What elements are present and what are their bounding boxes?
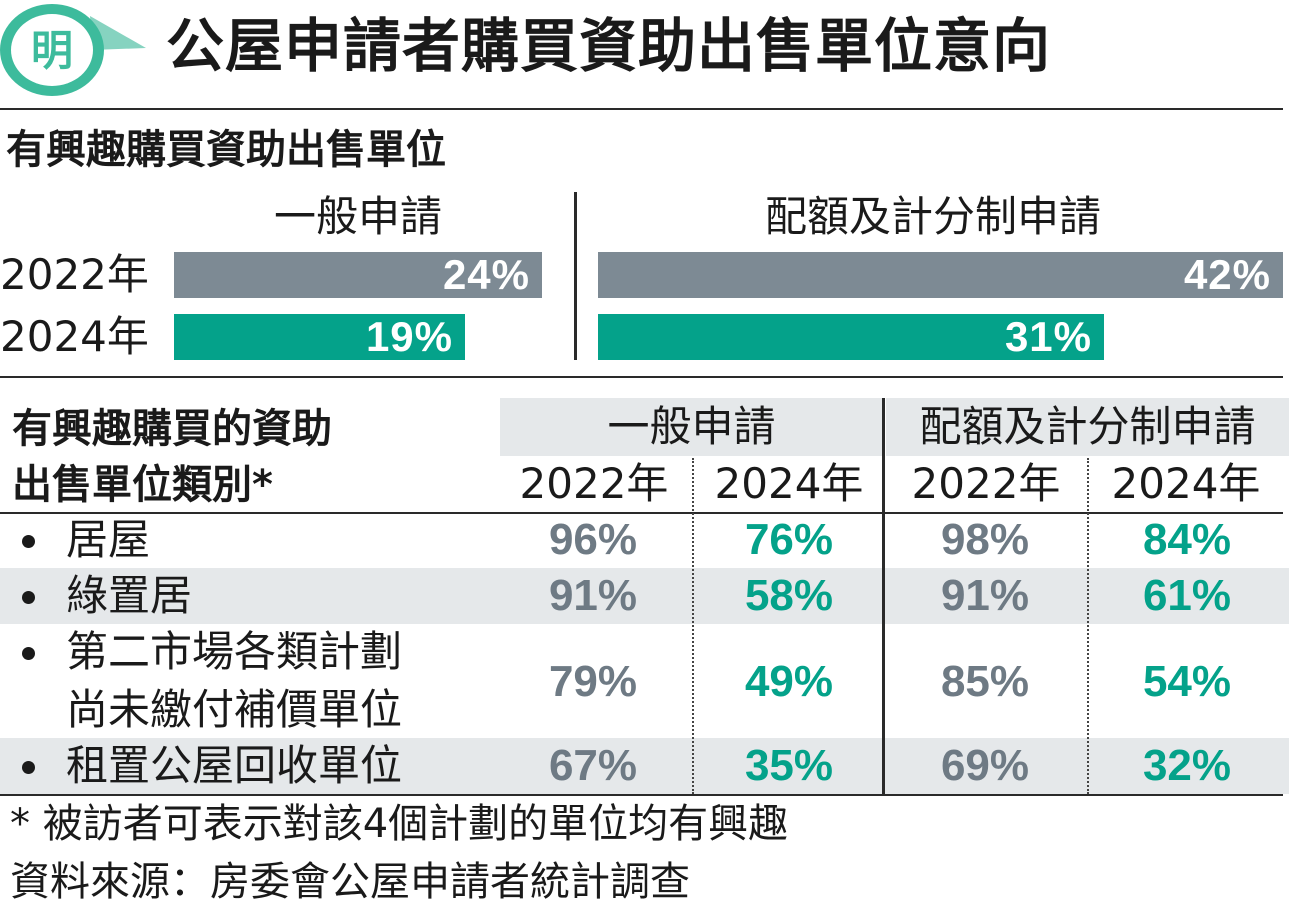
table-cell: 54% — [1142, 657, 1232, 706]
table-header-rule — [0, 512, 1283, 514]
bar-year-label-2022: 2022年 — [0, 250, 149, 299]
bar-group-divider — [574, 192, 577, 360]
bar-group-label-quota: 配額及計分制申請 — [764, 192, 1101, 241]
table-cell: 69% — [940, 741, 1030, 790]
table-cell: 96% — [548, 515, 638, 564]
bar-quota-2022: 42% — [598, 252, 1283, 298]
table-cell: 76% — [744, 515, 834, 564]
table-cell: 32% — [1142, 741, 1232, 790]
column-divider-dotted — [1087, 458, 1089, 794]
table-cell: 61% — [1142, 571, 1232, 620]
table-cell: 67% — [548, 741, 638, 790]
table-cell: 91% — [548, 571, 638, 620]
table-cell: 79% — [548, 657, 638, 706]
table-cell: 35% — [744, 741, 834, 790]
bar-general-2022: 24% — [174, 252, 542, 298]
bar-group-label-general: 一般申請 — [273, 192, 442, 241]
row-shade — [0, 568, 1289, 624]
row-label-secondary-market-line2: 尚未繳付補價單位 — [66, 685, 403, 734]
section1-title: 有興趣購買資助出售單位 — [6, 127, 446, 173]
mid-rule — [0, 376, 1283, 378]
footnote: * 被訪者可表示對該4個計劃的單位均有興趣 — [10, 801, 789, 847]
table-year-header: 2024年 — [1111, 459, 1261, 508]
table-title-line2: 出售單位類別* — [12, 462, 273, 508]
table-cell: 98% — [940, 515, 1030, 564]
mingpao-logo: 明 — [0, 4, 146, 96]
bullet-icon — [22, 761, 35, 774]
row-label-tps: 租置公屋回收單位 — [66, 741, 403, 790]
page-title: 公屋申請者購買資助出售單位意向 — [166, 12, 1052, 80]
table-group-header-general: 一般申請 — [500, 398, 883, 456]
table-year-header: 2022年 — [911, 459, 1061, 508]
logo-character: 明 — [31, 26, 73, 75]
row-shade — [0, 738, 1289, 794]
bar-value-label: 24% — [442, 251, 530, 298]
table-year-header: 2022年 — [519, 459, 669, 508]
bar-quota-2024: 31% — [598, 314, 1104, 360]
table-cell: 84% — [1142, 515, 1232, 564]
table-bottom-rule — [0, 794, 1283, 796]
table-title-line1: 有興趣購買的資助 — [12, 406, 332, 452]
bar-year-label-2024: 2024年 — [0, 312, 149, 361]
table-group-header-quota: 配額及計分制申請 — [886, 398, 1289, 456]
bar-value-label: 42% — [1183, 251, 1271, 298]
bar-value-label: 31% — [1004, 313, 1092, 360]
source-note: 資料來源：房委會公屋申請者統計調查 — [10, 859, 690, 905]
table-year-header: 2024年 — [714, 459, 864, 508]
column-divider-dotted — [692, 458, 694, 794]
table-cell: 91% — [940, 571, 1030, 620]
table-cell: 49% — [744, 657, 834, 706]
bullet-icon — [22, 535, 35, 548]
table-cell: 58% — [744, 571, 834, 620]
row-label-hos: 居屋 — [66, 515, 151, 564]
top-rule — [0, 108, 1283, 110]
row-label-ghs: 綠置居 — [66, 571, 193, 620]
row-label-secondary-market: 第二市場各類計劃 — [66, 627, 403, 676]
bar-general-2024: 19% — [174, 314, 465, 360]
bullet-icon — [22, 591, 35, 604]
column-divider-solid — [882, 398, 885, 794]
bullet-icon — [22, 647, 35, 660]
bar-value-label: 19% — [365, 313, 453, 360]
table-cell: 85% — [940, 657, 1030, 706]
